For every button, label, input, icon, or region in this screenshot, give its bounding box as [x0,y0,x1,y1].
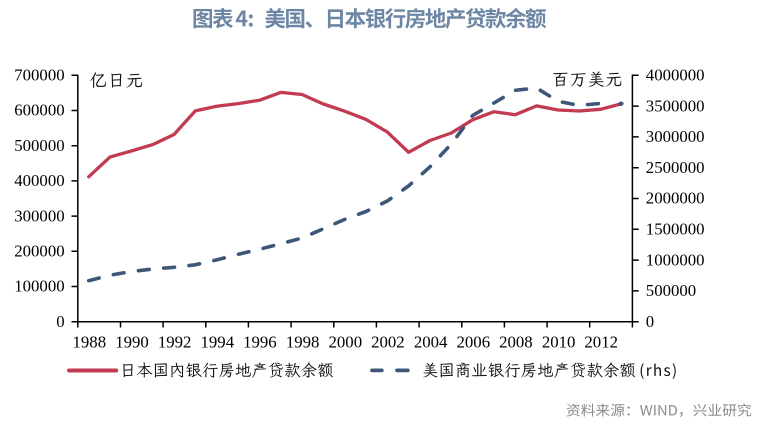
svg-text:1500000: 1500000 [646,220,705,239]
svg-text:2012: 2012 [584,333,618,352]
svg-text:300000: 300000 [14,206,64,225]
svg-text:200000: 200000 [14,242,64,261]
svg-text:2010: 2010 [542,333,576,352]
svg-text:2002: 2002 [371,333,405,352]
svg-text:4000000: 4000000 [646,66,705,85]
svg-text:2008: 2008 [499,333,533,352]
svg-text:2004: 2004 [414,333,448,352]
svg-text:1996: 1996 [243,333,277,352]
svg-text:500000: 500000 [646,281,696,300]
svg-text:1994: 1994 [201,333,235,352]
svg-text:400000: 400000 [14,171,64,190]
svg-text:3500000: 3500000 [646,96,705,115]
svg-text:1998: 1998 [286,333,320,352]
svg-text:3000000: 3000000 [646,127,705,146]
svg-text:1000000: 1000000 [646,250,705,269]
svg-text:600000: 600000 [14,101,64,120]
svg-text:500000: 500000 [14,136,64,155]
svg-text:0: 0 [646,312,654,331]
svg-text:2500000: 2500000 [646,158,705,177]
svg-text:100000: 100000 [14,277,64,296]
svg-text:1988: 1988 [73,333,107,352]
svg-text:1992: 1992 [158,333,192,352]
svg-text:2000: 2000 [329,333,363,352]
svg-text:2006: 2006 [457,333,491,352]
svg-text:0: 0 [56,312,64,331]
svg-text:1990: 1990 [115,333,149,352]
svg-text:2000000: 2000000 [646,189,705,208]
svg-text:700000: 700000 [14,66,64,85]
